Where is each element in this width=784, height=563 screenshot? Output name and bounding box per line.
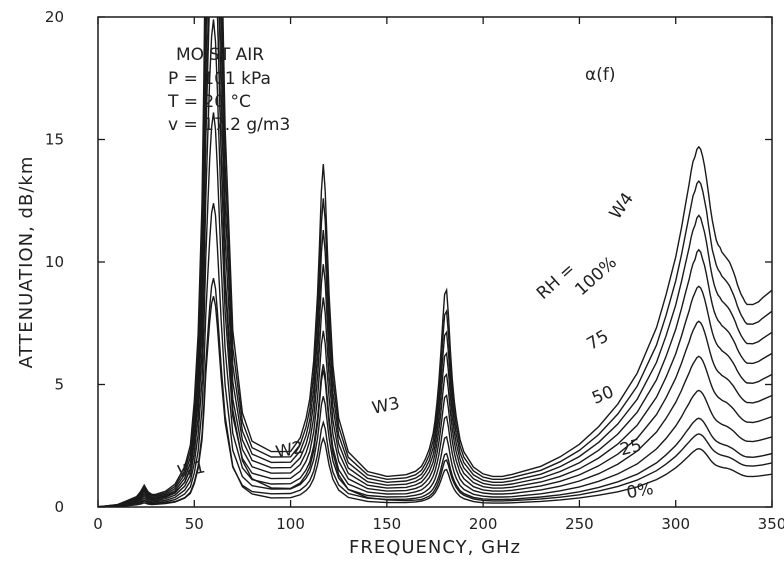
y-tick-label: 15 bbox=[45, 131, 64, 149]
condition-air: MOIST AIR bbox=[176, 45, 264, 65]
x-tick-label: 300 bbox=[661, 515, 690, 533]
x-tick-label: 350 bbox=[758, 515, 784, 533]
series-line-8 bbox=[98, 17, 772, 507]
x-axis-title: FREQUENCY, GHz bbox=[349, 537, 521, 558]
x-tick-label: 50 bbox=[185, 515, 204, 533]
conditions-block: MOIST AIR P = 101 kPa T = 20 °C v = 17.2… bbox=[167, 45, 290, 135]
series-layer bbox=[98, 17, 772, 507]
series-line-7 bbox=[98, 17, 772, 507]
function-label: α(f) bbox=[585, 65, 615, 85]
series-line-0 bbox=[98, 278, 772, 507]
rh-label: 0% bbox=[625, 479, 655, 503]
y-tick-label: 0 bbox=[54, 498, 64, 516]
series-line-9 bbox=[98, 17, 772, 507]
x-tick-label: 150 bbox=[373, 515, 402, 533]
series-line-5 bbox=[98, 19, 772, 507]
series-line-1 bbox=[98, 17, 772, 507]
x-tick-label: 250 bbox=[565, 515, 594, 533]
condition-vapor-density: v = 17.2 g/m3 bbox=[168, 115, 290, 135]
x-tick-label: 200 bbox=[469, 515, 498, 533]
series-line-4 bbox=[98, 112, 772, 507]
series-line-3 bbox=[98, 203, 772, 507]
series-line-6 bbox=[98, 17, 772, 507]
series-line-2 bbox=[98, 296, 772, 507]
condition-temperature: T = 20 °C bbox=[167, 92, 251, 112]
y-axis-title: ATTENUATION, dB/km bbox=[16, 156, 37, 369]
series-line-10 bbox=[98, 17, 772, 507]
ticks-layer: 0 50 100 150 200 250 300 350 0 5 10 15 20 bbox=[45, 8, 784, 533]
y-tick-label: 5 bbox=[54, 376, 64, 394]
y-tick-label: 10 bbox=[45, 253, 64, 271]
y-tick-label: 20 bbox=[45, 8, 64, 26]
x-tick-label: 0 bbox=[93, 515, 103, 533]
x-tick-label: 100 bbox=[276, 515, 305, 533]
condition-pressure: P = 101 kPa bbox=[168, 69, 271, 89]
